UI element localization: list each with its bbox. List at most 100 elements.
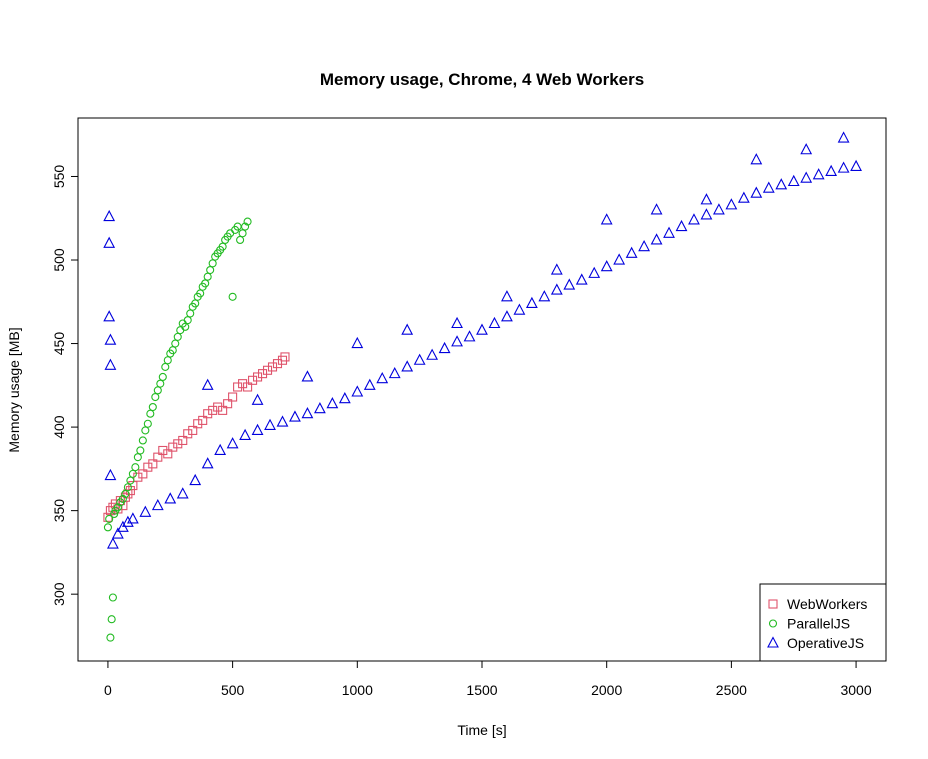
data-point-paralleljs <box>241 222 250 231</box>
data-point-webworkers <box>272 359 283 369</box>
data-point-operativejs <box>201 457 214 469</box>
data-point-webworkers <box>253 372 263 382</box>
data-point-webworkers <box>262 365 273 375</box>
data-point-operativejs <box>650 203 663 215</box>
series-layer <box>103 131 862 642</box>
data-point-webworkers <box>208 405 218 415</box>
data-point-operativejs <box>501 290 513 302</box>
data-point-operativejs <box>600 213 613 225</box>
y-tick-label: 350 <box>51 499 67 523</box>
legend-label-paralleljs: ParallelJS <box>787 616 850 632</box>
data-point-operativejs <box>289 410 301 422</box>
data-point-operativejs <box>104 358 117 370</box>
data-point-paralleljs <box>103 523 112 532</box>
data-point-operativejs <box>650 233 663 245</box>
data-point-paralleljs <box>151 392 160 402</box>
data-point-paralleljs <box>113 503 122 512</box>
data-point-paralleljs <box>208 259 217 268</box>
legend-label-operativejs: OperativeJS <box>787 635 864 651</box>
data-point-webworkers <box>138 469 148 479</box>
data-point-operativejs <box>663 226 675 238</box>
data-point-webworkers <box>178 435 188 446</box>
data-point-webworkers <box>188 425 198 435</box>
y-axis-label: Memory usage [MB] <box>6 327 22 452</box>
data-point-operativejs <box>451 335 463 347</box>
data-point-operativejs <box>750 153 763 165</box>
data-point-operativejs <box>438 341 451 354</box>
legend-marker-webworkers <box>768 599 778 609</box>
data-point-operativejs <box>538 290 551 302</box>
legend-label-webworkers: WebWorkers <box>787 596 867 612</box>
data-point-paralleljs <box>138 436 147 445</box>
data-point-operativejs <box>276 415 289 427</box>
data-point-webworkers <box>123 489 133 499</box>
data-point-paralleljs <box>238 229 247 238</box>
x-tick-label: 2000 <box>591 682 622 698</box>
data-point-paralleljs <box>105 514 114 524</box>
data-point-webworkers <box>243 382 253 392</box>
data-point-paralleljs <box>106 633 115 642</box>
data-point-operativejs <box>313 402 326 414</box>
chart-title: Memory usage, Chrome, 4 Web Workers <box>320 70 644 89</box>
data-point-operativejs <box>762 181 775 193</box>
data-point-webworkers <box>248 375 258 385</box>
data-point-operativejs <box>139 505 152 517</box>
data-point-operativejs <box>800 143 813 155</box>
data-point-operativejs <box>164 492 177 504</box>
data-point-webworkers <box>203 409 213 419</box>
data-point-operativejs <box>563 278 576 290</box>
data-point-paralleljs <box>146 409 155 418</box>
y-tick-label: 550 <box>51 165 67 189</box>
x-axis-label: Time [s] <box>457 722 506 738</box>
data-point-operativejs <box>301 370 314 382</box>
data-point-operativejs <box>176 487 189 499</box>
data-point-paralleljs <box>171 339 180 348</box>
data-point-paralleljs <box>148 402 157 412</box>
data-point-operativejs <box>725 198 738 210</box>
data-point-webworkers <box>183 429 193 439</box>
data-point-paralleljs <box>126 476 135 485</box>
x-tick-label: 500 <box>221 682 245 698</box>
data-point-operativejs <box>451 316 463 329</box>
y-tick-label: 400 <box>51 415 67 439</box>
plot-area-frame <box>77 117 887 662</box>
data-point-operativejs <box>351 336 364 349</box>
y-axis: 300 350 400 450 500 550 <box>51 165 79 606</box>
data-point-webworkers <box>280 352 290 362</box>
data-point-operativejs <box>401 323 414 335</box>
data-point-operativejs <box>750 186 763 198</box>
data-point-webworkers <box>143 462 153 472</box>
legend-marker-paralleljs <box>768 619 778 628</box>
data-point-paralleljs <box>133 453 142 462</box>
data-point-operativejs <box>812 168 825 180</box>
data-point-operativejs <box>625 246 638 258</box>
data-point-operativejs <box>413 353 426 365</box>
data-point-operativejs <box>476 323 488 335</box>
data-point-operativejs <box>121 515 134 527</box>
data-point-operativejs <box>638 239 651 252</box>
data-point-operativejs <box>201 378 214 390</box>
x-axis: 0 500 1000 1500 2000 2500 3000 <box>104 660 872 698</box>
data-point-operativejs <box>103 236 116 248</box>
data-point-operativejs <box>688 213 700 225</box>
data-point-operativejs <box>251 393 264 405</box>
data-point-webworkers <box>267 362 278 372</box>
data-point-operativejs <box>787 174 800 187</box>
data-point-operativejs <box>226 437 239 449</box>
data-point-operativejs <box>189 473 202 486</box>
data-point-operativejs <box>103 310 116 322</box>
data-point-operativejs <box>850 159 862 172</box>
data-point-webworkers <box>173 439 183 449</box>
data-point-operativejs <box>426 348 439 360</box>
data-point-webworkers <box>153 452 163 462</box>
data-point-operativejs <box>126 512 139 524</box>
data-point-paralleljs <box>107 615 116 624</box>
data-point-operativejs <box>700 193 713 205</box>
data-point-paralleljs <box>158 372 167 382</box>
data-point-operativejs <box>600 260 613 272</box>
data-point-webworkers <box>213 402 223 412</box>
data-point-paralleljs <box>183 316 192 325</box>
data-point-operativejs <box>613 253 626 265</box>
data-point-paralleljs <box>118 494 127 503</box>
